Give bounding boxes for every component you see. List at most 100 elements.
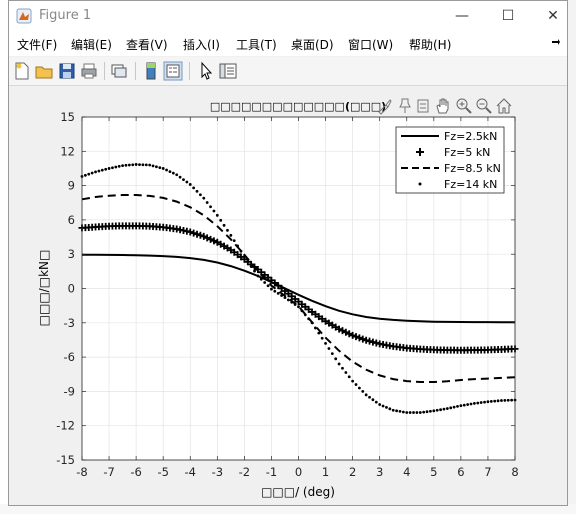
x-tick-label: 0: [295, 465, 302, 479]
zoom-in-icon[interactable]: [455, 97, 473, 115]
data-point: [294, 303, 297, 306]
data-point: [263, 281, 266, 284]
data-point: [429, 410, 432, 413]
data-point: [402, 411, 405, 414]
data-point: [219, 219, 222, 222]
data-point: [145, 163, 148, 166]
data-point: [463, 404, 466, 407]
data-point: [415, 411, 418, 414]
data-point: [487, 400, 490, 403]
data-point: [277, 292, 280, 295]
data-point: [98, 170, 101, 173]
data-point: [118, 165, 121, 168]
data-point: [246, 260, 249, 263]
data-point: [240, 250, 243, 253]
data-point: [395, 409, 398, 412]
data-point: [128, 164, 131, 167]
data-point: [189, 183, 192, 186]
data-point: [216, 214, 219, 217]
x-tick-label: -6: [130, 465, 141, 479]
data-point: [399, 410, 402, 413]
data-point: [270, 288, 273, 291]
x-axis-label: □□□/ (deg): [261, 485, 335, 499]
data-point: [284, 296, 287, 299]
data-point: [331, 352, 334, 355]
legend-swatch: [419, 183, 422, 186]
data-point: [378, 403, 381, 406]
data-point: [341, 367, 344, 370]
x-tick-label: -8: [76, 465, 87, 479]
pan-icon[interactable]: [434, 97, 452, 115]
data-point: [436, 409, 439, 412]
rotate-icon[interactable]: [414, 97, 432, 115]
chart-title: □□□□□□□□□□□□□(□□□): [210, 100, 386, 113]
x-tick-label: -5: [157, 465, 168, 479]
data-tips-icon[interactable]: [396, 97, 414, 115]
x-tick-label: 7: [484, 465, 491, 479]
data-point: [104, 168, 107, 171]
data-point: [392, 409, 395, 412]
data-point: [267, 284, 270, 287]
legend[interactable]: Fz=2.5kN Fz=5 kN Fz=8.5 kN Fz=14 kN: [396, 127, 504, 193]
y-tick-label: 9: [68, 179, 75, 193]
data-point: [138, 163, 141, 166]
x-tick-label: -1: [266, 465, 277, 479]
y-tick-label: 15: [60, 110, 75, 124]
data-point: [226, 229, 229, 232]
data-point: [253, 270, 256, 273]
data-point: [439, 408, 442, 411]
data-point: [213, 210, 216, 213]
data-point: [328, 347, 331, 350]
x-tick-label: -4: [185, 465, 196, 479]
data-point: [209, 205, 212, 208]
data-point: [426, 410, 429, 413]
x-tick-label: 5: [430, 465, 437, 479]
legend-label: Fz=14 kN: [444, 178, 497, 191]
data-point: [480, 401, 483, 404]
data-point: [338, 363, 341, 366]
data-point: [199, 193, 202, 196]
data-point: [470, 403, 473, 406]
data-point: [453, 406, 456, 409]
legend-label: Fz=2.5kN: [444, 130, 497, 143]
data-point: [466, 403, 469, 406]
data-point: [91, 172, 94, 175]
x-tick-label: 8: [511, 465, 518, 479]
data-point: [500, 399, 503, 402]
data-point: [422, 411, 425, 414]
home-icon[interactable]: [495, 97, 513, 115]
data-point: [443, 408, 446, 411]
data-point: [473, 402, 476, 405]
legend-label: Fz=5 kN: [444, 146, 490, 159]
data-point: [314, 327, 317, 330]
data-point: [507, 399, 510, 402]
data-point: [432, 409, 435, 412]
data-point: [419, 411, 422, 414]
x-tick-label: -3: [212, 465, 223, 479]
data-point: [297, 305, 300, 308]
data-point: [446, 407, 449, 410]
data-point: [155, 165, 158, 168]
data-point: [108, 167, 111, 170]
data-point: [179, 176, 182, 179]
y-tick-label: -15: [56, 453, 75, 467]
data-point: [229, 234, 232, 237]
data-point: [449, 406, 452, 409]
data-point: [233, 239, 236, 242]
x-tick-label: -2: [239, 465, 250, 479]
data-point: [459, 404, 462, 407]
data-point: [260, 278, 263, 281]
data-point: [324, 342, 327, 345]
zoom-out-icon[interactable]: [475, 97, 493, 115]
data-point: [300, 309, 303, 312]
data-point: [172, 172, 175, 175]
data-point: [101, 169, 104, 172]
data-point: [382, 405, 385, 408]
data-point: [311, 321, 314, 324]
data-point: [148, 164, 151, 167]
data-point: [94, 170, 97, 173]
x-tick-label: 6: [457, 465, 464, 479]
brush-icon[interactable]: [376, 97, 394, 115]
data-point: [175, 173, 178, 176]
